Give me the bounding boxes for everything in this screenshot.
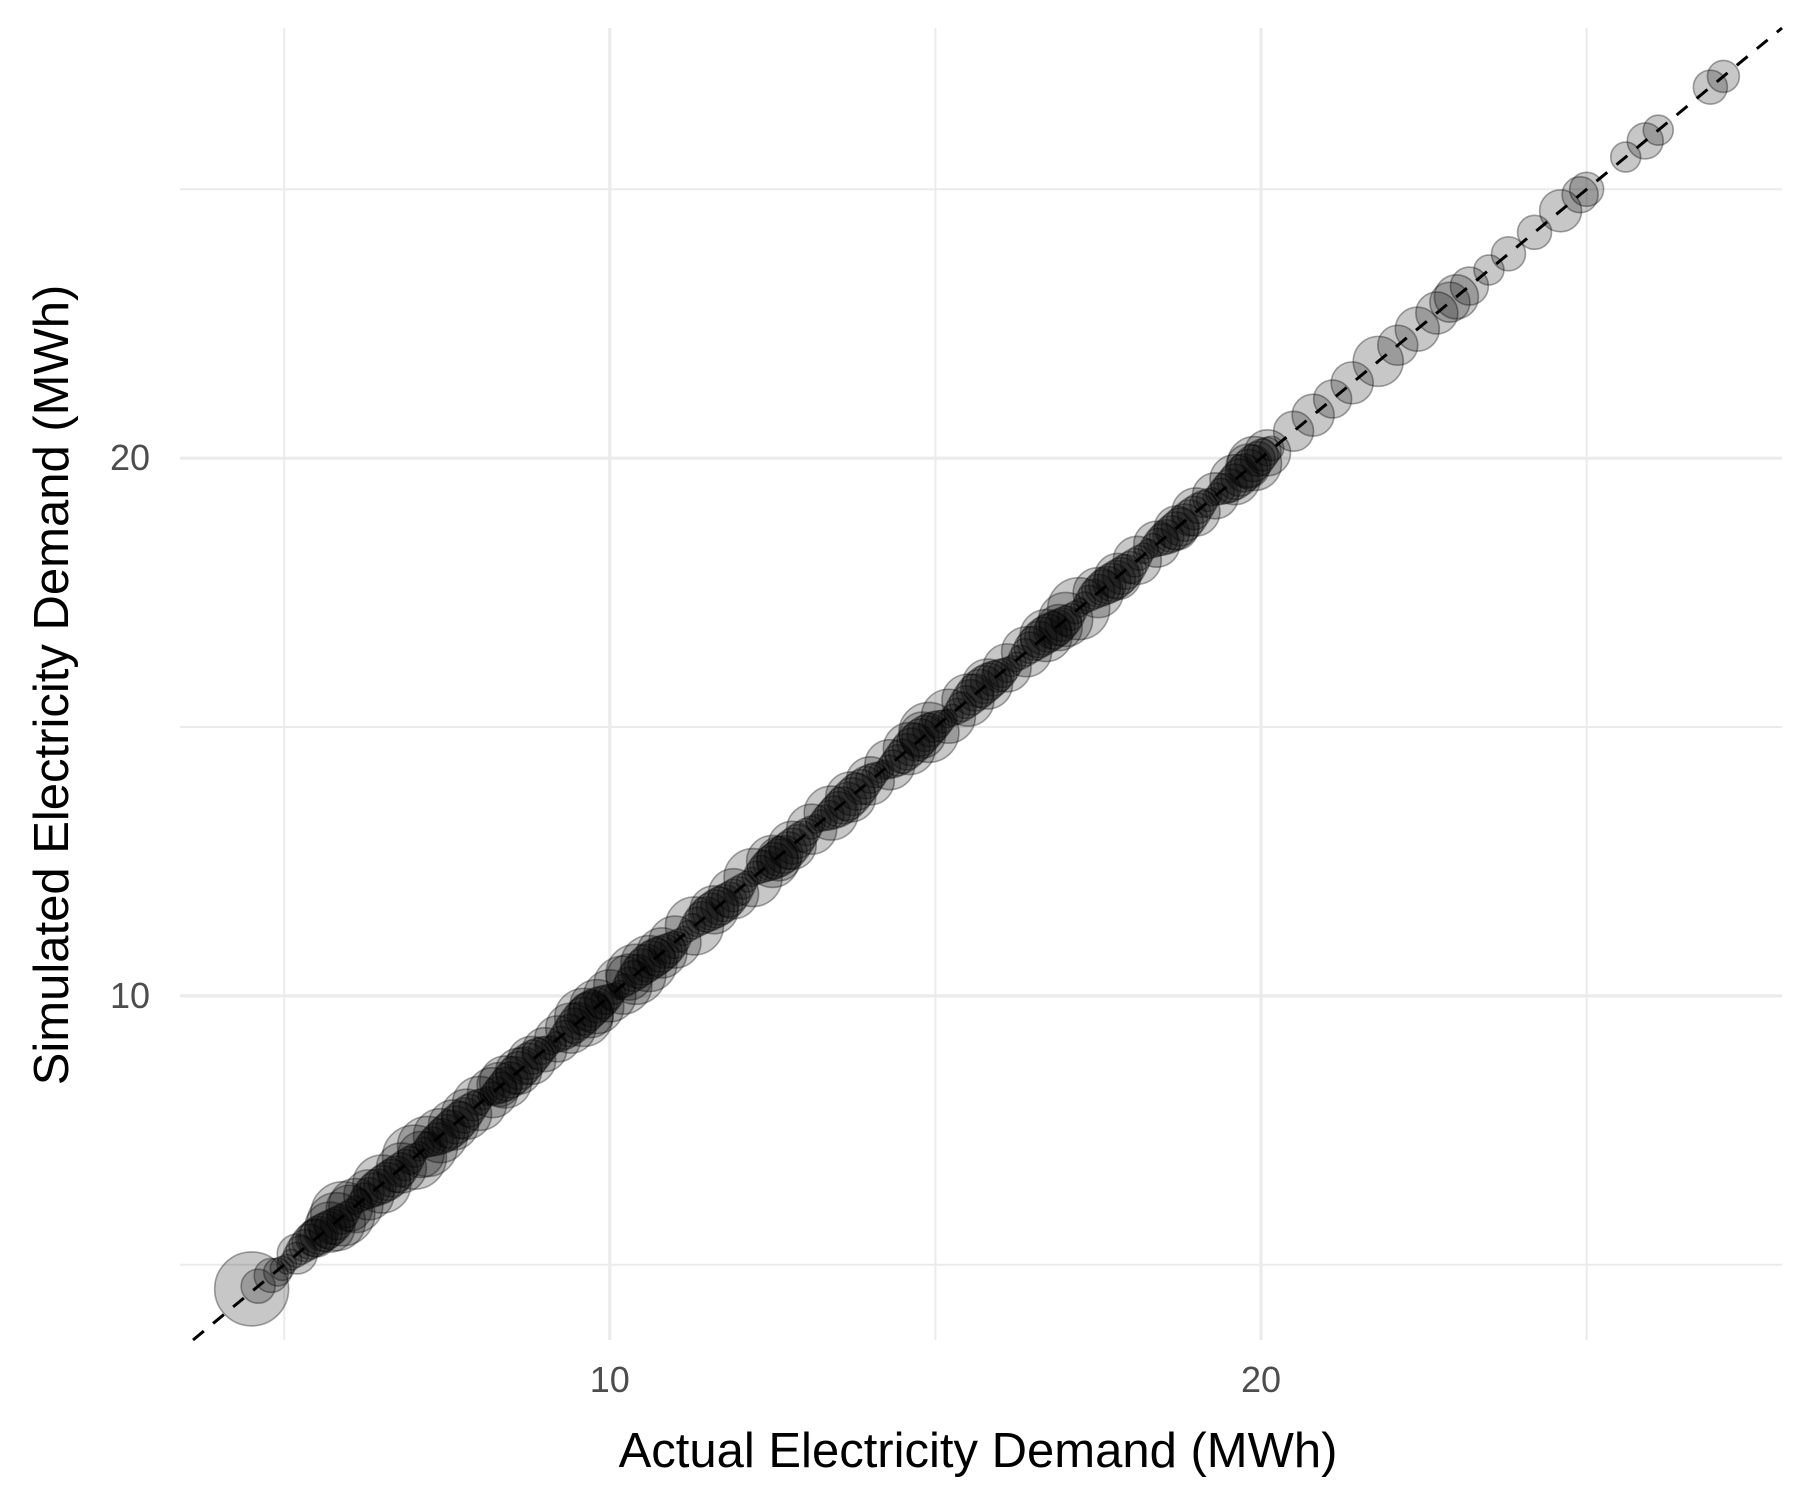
data-point <box>1140 532 1166 559</box>
data-point <box>1035 603 1083 652</box>
data-point <box>805 813 826 835</box>
y-tick-label: 20 <box>110 437 150 478</box>
data-point <box>549 1019 581 1051</box>
data-point <box>269 1255 296 1282</box>
data-point <box>756 835 802 882</box>
y-axis-title: Simulated Electricity Demand (MWh) <box>25 285 79 1086</box>
data-point <box>440 1088 493 1140</box>
data-point <box>276 1253 298 1275</box>
data-point <box>1019 608 1073 663</box>
data-point <box>798 815 824 841</box>
data-point <box>745 834 800 889</box>
data-point <box>464 1088 492 1116</box>
data-point <box>583 969 637 1023</box>
data-point <box>546 1025 574 1053</box>
data-point <box>684 900 719 935</box>
data-point <box>487 1066 524 1102</box>
data-point <box>917 710 951 744</box>
data-point <box>515 1039 551 1075</box>
data-point <box>1078 578 1110 610</box>
data-point <box>982 643 1032 693</box>
x-tick-label: 10 <box>590 1359 630 1400</box>
data-point <box>396 1115 459 1178</box>
data-point <box>1243 428 1292 477</box>
data-point <box>1107 553 1144 591</box>
identity-line <box>192 26 1783 1342</box>
data-point <box>959 668 1000 709</box>
data-point <box>743 860 769 886</box>
data-point <box>1019 620 1058 659</box>
data-point <box>1050 605 1083 638</box>
data-point <box>864 738 916 791</box>
data-point <box>1160 507 1201 547</box>
data-point <box>785 803 838 855</box>
data-point <box>506 1035 557 1086</box>
data-point <box>1191 472 1240 520</box>
data-point <box>466 1066 519 1119</box>
data-point <box>213 1251 290 1327</box>
grid-lines <box>180 28 1782 1340</box>
data-point <box>319 1206 355 1241</box>
reference-line <box>192 26 1783 1342</box>
data-point <box>303 1201 356 1253</box>
data-point <box>824 771 877 823</box>
data-point <box>310 1180 376 1247</box>
y-tick-label: 10 <box>110 975 150 1016</box>
data-point <box>1101 556 1141 596</box>
data-point <box>1016 625 1053 662</box>
data-point <box>620 934 678 993</box>
data-point <box>898 701 960 764</box>
data-point <box>941 673 995 727</box>
data-point <box>767 820 817 871</box>
data-point <box>819 790 857 828</box>
data-point <box>1202 486 1223 507</box>
tick-labels: 10 20 10 20 <box>110 437 1281 1400</box>
data-point <box>937 708 958 729</box>
data-point <box>476 1061 522 1108</box>
data-point <box>623 948 662 986</box>
data-point <box>823 786 863 825</box>
data-point <box>803 785 860 841</box>
data-point <box>1209 453 1261 506</box>
data-point <box>882 721 937 776</box>
data-point <box>427 1099 480 1151</box>
data-point <box>961 658 1014 710</box>
data-point <box>1245 438 1280 472</box>
data-point <box>920 688 977 745</box>
data-point <box>898 711 947 759</box>
data-point <box>397 1130 445 1179</box>
data-point <box>763 834 804 875</box>
data-point <box>1000 625 1053 678</box>
data-point <box>845 755 896 806</box>
data-point <box>689 885 739 935</box>
data-point <box>262 1257 293 1287</box>
data-point <box>679 912 707 940</box>
data-point <box>707 867 760 920</box>
data-point <box>875 754 902 780</box>
data-point <box>723 847 783 908</box>
data-point <box>332 1201 360 1229</box>
data-point <box>1044 607 1080 643</box>
x-axis-title: Actual Electricity Demand (MWh) <box>619 1424 1338 1478</box>
data-point <box>343 1169 395 1221</box>
data-point <box>377 1155 416 1194</box>
data-point <box>1226 435 1283 492</box>
data-point <box>478 1055 533 1109</box>
data-point <box>544 1002 597 1054</box>
data-point <box>458 1090 490 1122</box>
data-point <box>741 866 763 888</box>
data-point <box>993 656 1021 684</box>
x-tick-label: 20 <box>1241 1359 1281 1400</box>
